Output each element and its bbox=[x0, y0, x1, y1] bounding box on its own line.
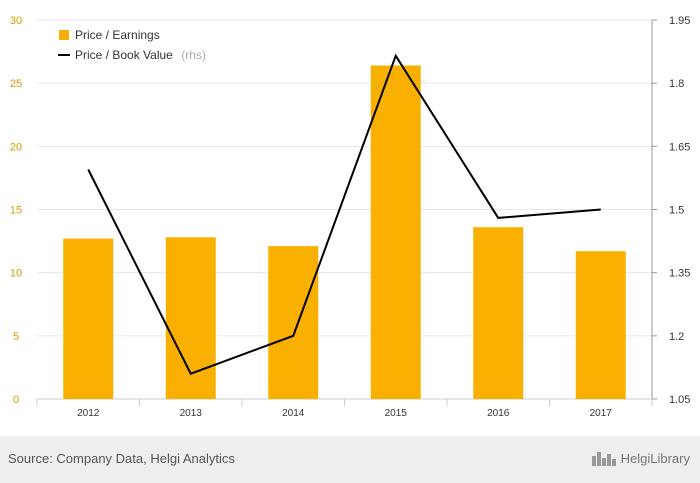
right-tick-label: 1.35 bbox=[669, 268, 690, 280]
left-axis: 0 5 10 15 20 25 30 bbox=[10, 15, 22, 406]
right-tick-label: 1.95 bbox=[669, 15, 690, 27]
bar bbox=[575, 251, 626, 399]
bar bbox=[268, 246, 319, 399]
left-tick-label: 20 bbox=[10, 141, 22, 153]
grid-lines bbox=[37, 19, 652, 400]
left-tick-label: 15 bbox=[10, 205, 22, 217]
left-tick-label: 25 bbox=[10, 78, 22, 90]
legend-label-pe: Price / Earnings bbox=[75, 28, 160, 42]
chart: 2012 2013 2014 2015 2016 2017 0 5 10 15 20 25 30 1.… bbox=[10, 15, 691, 419]
helgi-library-logo[interactable]: HelgiLibrary bbox=[591, 448, 690, 468]
x-tick-label: 2013 bbox=[180, 408, 203, 419]
source-text: Source: Company Data, Helgi Analytics bbox=[8, 451, 235, 466]
line-series bbox=[87, 53, 601, 375]
left-tick-label: 10 bbox=[10, 268, 22, 280]
bar bbox=[473, 227, 524, 399]
x-tick-label: 2015 bbox=[385, 408, 408, 419]
right-tick-label: 1.05 bbox=[669, 394, 690, 406]
right-tick-label: 1.2 bbox=[669, 331, 684, 343]
legend: Price / Earnings Price / Book Value (rhs… bbox=[58, 28, 206, 63]
right-axis: 1.05 1.2 1.35 1.5 1.65 1.8 1.95 bbox=[651, 15, 690, 406]
footer: Source: Company Data, Helgi Analytics He… bbox=[0, 436, 700, 483]
series-line bbox=[87, 53, 601, 375]
bar bbox=[63, 238, 114, 399]
bar bbox=[370, 65, 421, 399]
x-axis: 2012 2013 2014 2015 2016 2017 bbox=[36, 399, 653, 419]
left-tick-label: 0 bbox=[13, 394, 19, 406]
x-tick-label: 2012 bbox=[77, 408, 100, 419]
bar-series bbox=[63, 65, 626, 399]
legend-label-pbv-suffix: (rhs) bbox=[181, 48, 206, 62]
right-tick-label: 1.65 bbox=[669, 141, 690, 153]
right-tick-label: 1.8 bbox=[669, 78, 684, 90]
x-tick-label: 2014 bbox=[282, 408, 305, 419]
left-tick-label: 5 bbox=[13, 331, 19, 343]
legend-label-pbv-main: Price / Book Value bbox=[75, 48, 173, 62]
legend-swatch-bar bbox=[59, 30, 69, 40]
legend-label-pbv: Price / Book Value (rhs) bbox=[75, 46, 206, 63]
x-tick-label: 2016 bbox=[487, 408, 510, 419]
x-tick-label: 2017 bbox=[590, 408, 613, 419]
city-skyline-icon bbox=[591, 452, 616, 466]
right-tick-label: 1.5 bbox=[669, 205, 684, 217]
logo-text: HelgiLibrary bbox=[620, 450, 690, 466]
left-tick-label: 30 bbox=[10, 15, 22, 27]
